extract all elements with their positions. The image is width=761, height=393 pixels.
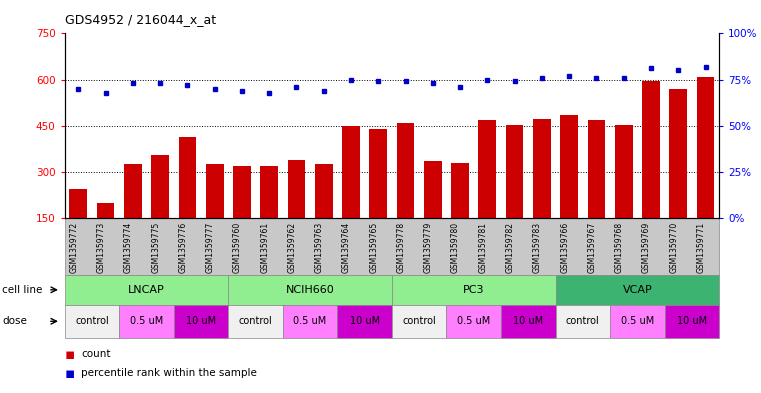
Text: GSM1359767: GSM1359767: [587, 222, 597, 273]
Bar: [696, 77, 715, 218]
Text: count: count: [81, 349, 111, 360]
Bar: [587, 120, 605, 218]
Text: 10 uM: 10 uM: [349, 316, 380, 326]
Bar: [97, 203, 114, 218]
Text: 0.5 uM: 0.5 uM: [621, 316, 654, 326]
Text: GSM1359760: GSM1359760: [233, 222, 242, 273]
Text: GSM1359775: GSM1359775: [151, 222, 160, 273]
Text: cell line: cell line: [2, 285, 43, 295]
Text: GSM1359765: GSM1359765: [369, 222, 378, 273]
Bar: [369, 129, 387, 218]
Bar: [533, 119, 551, 218]
Text: GSM1359770: GSM1359770: [669, 222, 678, 273]
Bar: [424, 161, 441, 218]
Bar: [642, 81, 660, 218]
Text: 10 uM: 10 uM: [186, 316, 216, 326]
Bar: [179, 136, 196, 218]
Text: GSM1359762: GSM1359762: [288, 222, 297, 273]
Text: GSM1359761: GSM1359761: [260, 222, 269, 273]
Text: LNCAP: LNCAP: [128, 285, 165, 295]
Text: GSM1359780: GSM1359780: [451, 222, 460, 273]
Text: GSM1359778: GSM1359778: [396, 222, 406, 273]
Bar: [396, 123, 415, 218]
Text: GSM1359782: GSM1359782: [505, 222, 514, 273]
Text: control: control: [566, 316, 600, 326]
Text: VCAP: VCAP: [622, 285, 652, 295]
Text: ▪: ▪: [65, 366, 75, 381]
Text: 10 uM: 10 uM: [677, 316, 707, 326]
Text: GSM1359781: GSM1359781: [479, 222, 487, 273]
Bar: [69, 189, 88, 218]
Text: GSM1359766: GSM1359766: [560, 222, 569, 273]
Text: GDS4952 / 216044_x_at: GDS4952 / 216044_x_at: [65, 13, 216, 26]
Text: GSM1359773: GSM1359773: [97, 222, 106, 273]
Text: GSM1359769: GSM1359769: [642, 222, 651, 273]
Text: percentile rank within the sample: percentile rank within the sample: [81, 368, 257, 378]
Text: GSM1359774: GSM1359774: [124, 222, 133, 273]
Text: GSM1359783: GSM1359783: [533, 222, 542, 273]
Text: GSM1359768: GSM1359768: [615, 222, 624, 273]
Text: GSM1359777: GSM1359777: [205, 222, 215, 273]
Text: control: control: [239, 316, 272, 326]
Bar: [288, 160, 305, 218]
Text: GSM1359776: GSM1359776: [178, 222, 187, 273]
Text: 0.5 uM: 0.5 uM: [294, 316, 326, 326]
Bar: [560, 115, 578, 218]
Text: NCIH660: NCIH660: [285, 285, 335, 295]
Bar: [260, 166, 278, 218]
Text: GSM1359772: GSM1359772: [69, 222, 78, 273]
Bar: [615, 125, 632, 218]
Bar: [315, 164, 333, 218]
Text: ▪: ▪: [65, 347, 75, 362]
Text: dose: dose: [2, 316, 27, 326]
Text: PC3: PC3: [463, 285, 485, 295]
Bar: [124, 164, 142, 218]
Text: GSM1359763: GSM1359763: [315, 222, 323, 273]
Text: GSM1359779: GSM1359779: [424, 222, 433, 273]
Bar: [233, 166, 251, 218]
Bar: [151, 155, 169, 218]
Text: 0.5 uM: 0.5 uM: [457, 316, 490, 326]
Bar: [479, 120, 496, 218]
Text: GSM1359771: GSM1359771: [696, 222, 705, 273]
Bar: [506, 125, 524, 218]
Bar: [342, 126, 360, 218]
Text: GSM1359764: GSM1359764: [342, 222, 351, 273]
Bar: [451, 163, 469, 218]
Text: 0.5 uM: 0.5 uM: [130, 316, 163, 326]
Bar: [670, 89, 687, 218]
Text: control: control: [75, 316, 109, 326]
Text: 10 uM: 10 uM: [513, 316, 543, 326]
Text: control: control: [403, 316, 436, 326]
Bar: [205, 164, 224, 218]
